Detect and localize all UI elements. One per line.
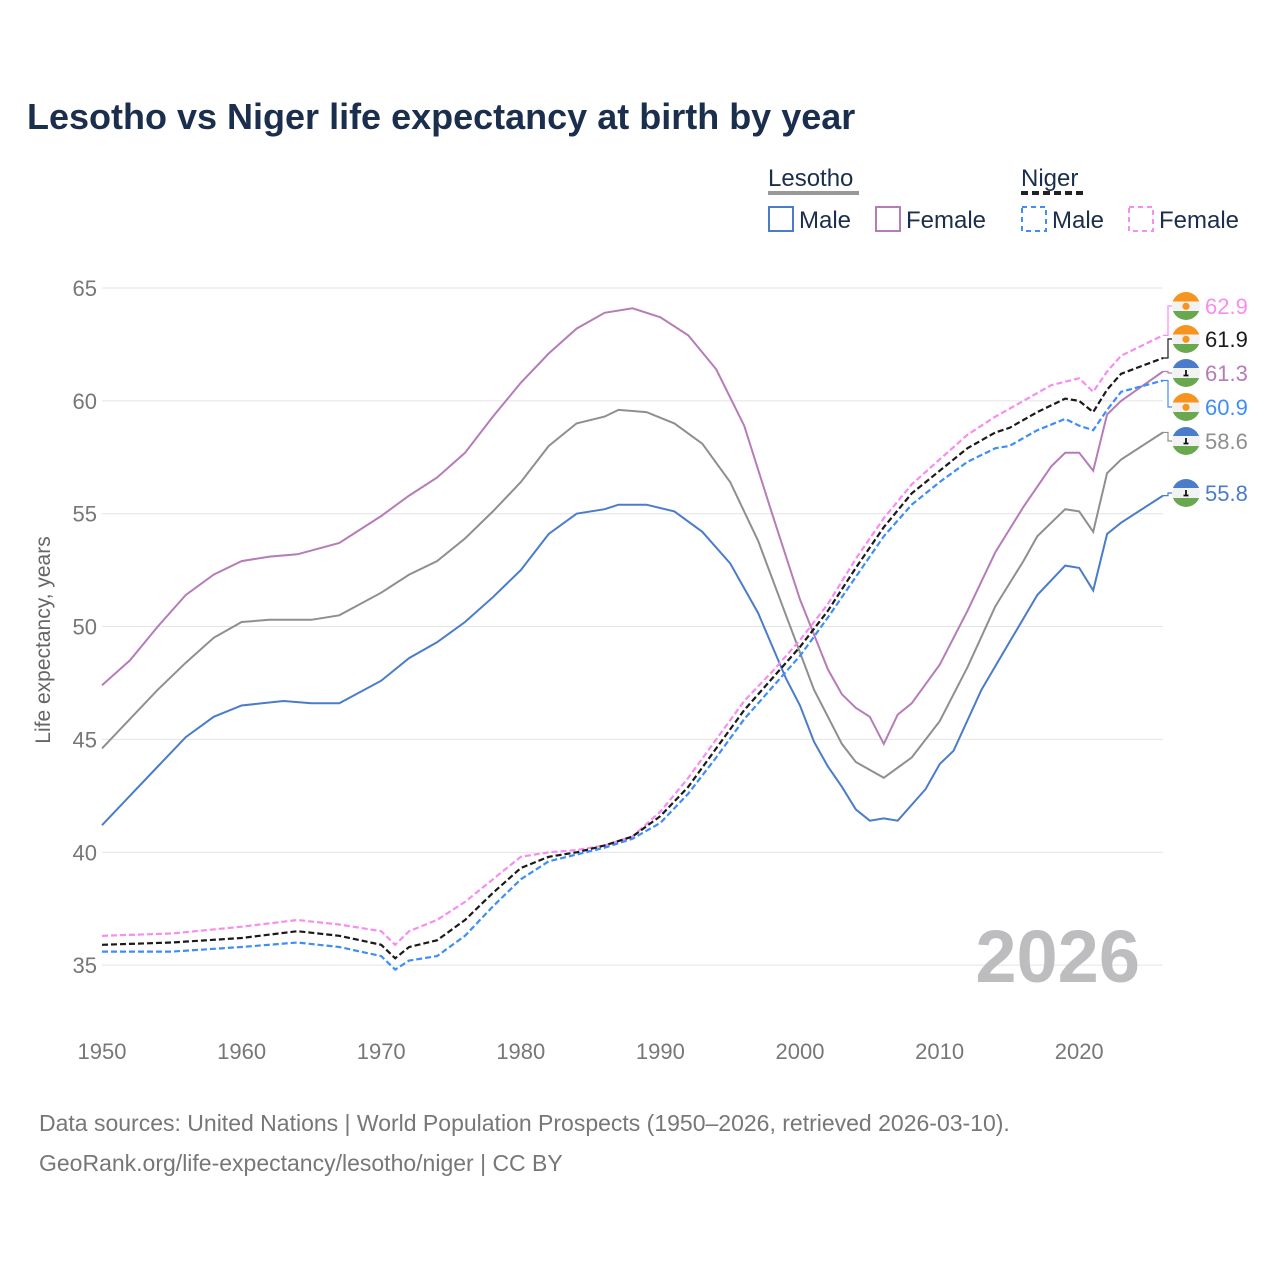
y-tick-label: 55: [73, 502, 97, 527]
year-watermark: 2026: [975, 915, 1140, 998]
series-line-niger-female: [101, 334, 1164, 947]
lesotho-flag-icon: [1172, 359, 1200, 387]
flag-stripe: [1172, 498, 1200, 507]
flag-stripe: [1172, 378, 1200, 387]
leader-line: [1163, 338, 1172, 359]
chart-title: Lesotho vs Niger life expectancy at birt…: [27, 96, 855, 137]
footer-source: Data sources: United Nations | World Pop…: [39, 1110, 1010, 1136]
end-value-label: 62.9: [1205, 294, 1248, 319]
x-tick-label: 2010: [915, 1039, 964, 1064]
y-tick-label: 60: [73, 389, 97, 414]
end-value-label: 55.8: [1205, 481, 1248, 506]
x-tick-label: 1970: [357, 1039, 406, 1064]
flag-stripe: [1172, 446, 1200, 455]
flag-hat: [1183, 490, 1189, 497]
legend-swatch[interactable]: [875, 206, 901, 232]
flag-body: [1172, 393, 1200, 421]
y-tick-label: 50: [73, 615, 97, 640]
x-tick-label: 1950: [78, 1039, 127, 1064]
legend-item-label[interactable]: Male: [799, 207, 851, 234]
end-value-label: 60.9: [1205, 395, 1248, 420]
end-value-label: 58.6: [1205, 429, 1248, 454]
x-tick-label: 2000: [776, 1039, 825, 1064]
series-line-lesotho-total: [101, 408, 1164, 779]
legend-swatch[interactable]: [1021, 206, 1047, 232]
niger-flag-icon: [1172, 325, 1200, 353]
x-tick-label: 1980: [496, 1039, 545, 1064]
lesotho-flag-icon: [1172, 427, 1200, 455]
flag-stripe: [1172, 325, 1200, 335]
y-tick-label: 45: [73, 727, 97, 752]
niger-flag-icon: [1172, 393, 1200, 421]
legend-swatch[interactable]: [1128, 206, 1154, 232]
niger-flag-icon: [1172, 292, 1200, 320]
leader-line: [1163, 305, 1172, 336]
x-tick-label: 2020: [1055, 1039, 1104, 1064]
legend-swatch[interactable]: [768, 206, 794, 232]
flag-stripe: [1172, 412, 1200, 421]
flag-body: [1172, 292, 1200, 320]
leader-line: [1163, 370, 1172, 374]
y-tick-label: 40: [73, 840, 97, 865]
leader-line: [1163, 431, 1172, 442]
legend-item-label[interactable]: Male: [1052, 207, 1104, 234]
legend-item-label[interactable]: Female: [906, 207, 986, 234]
series-line-niger-total: [101, 356, 1164, 960]
flag-stripe: [1172, 427, 1200, 436]
flag-stripe: [1172, 344, 1200, 353]
flag-stripe: [1172, 359, 1200, 368]
y-tick-label: 35: [73, 953, 97, 978]
flag-stripe: [1172, 479, 1200, 488]
flag-hat: [1183, 370, 1189, 377]
series-line-lesotho-female: [101, 307, 1164, 747]
flag-body: [1172, 479, 1200, 507]
y-axis-label: Life expectancy, years: [32, 536, 55, 743]
legend-item-label[interactable]: Female: [1159, 207, 1239, 234]
flag-hat: [1183, 438, 1189, 445]
flag-sun: [1182, 302, 1190, 310]
flag-sun: [1182, 335, 1190, 343]
flag-stripe: [1172, 393, 1200, 403]
flag-stripe: [1172, 292, 1200, 302]
footer-link[interactable]: GeoRank.org/life-expectancy/lesotho/nige…: [39, 1150, 563, 1176]
leader-line: [1163, 379, 1172, 408]
end-value-label: 61.3: [1205, 361, 1248, 386]
legend-group-title: Lesotho: [768, 165, 853, 192]
leader-line: [1163, 492, 1172, 497]
flag-stripe: [1172, 311, 1200, 320]
y-tick-label: 65: [73, 276, 97, 301]
flag-body: [1172, 427, 1200, 455]
lesotho-flag-icon: [1172, 479, 1200, 507]
x-tick-label: 1990: [636, 1039, 685, 1064]
series-line-lesotho-male: [101, 494, 1164, 826]
flag-sun: [1182, 403, 1190, 411]
series-line-niger-male: [102, 379, 1164, 971]
end-value-label: 61.9: [1205, 327, 1248, 352]
x-tick-label: 1960: [217, 1039, 266, 1064]
flag-body: [1172, 325, 1200, 353]
legend-group-title: Niger: [1021, 165, 1078, 192]
flag-body: [1172, 359, 1200, 387]
